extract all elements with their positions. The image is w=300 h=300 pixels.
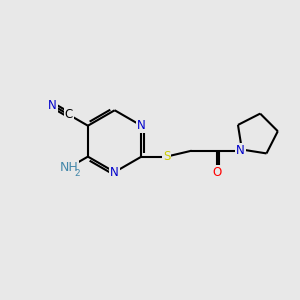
Text: 2: 2 xyxy=(75,169,80,178)
Text: N: N xyxy=(236,144,245,157)
Text: N: N xyxy=(48,99,57,112)
Text: O: O xyxy=(212,166,221,179)
Text: C: C xyxy=(64,108,73,121)
Text: NH: NH xyxy=(59,161,78,174)
Text: S: S xyxy=(163,150,170,163)
Text: N: N xyxy=(236,144,245,157)
Text: N: N xyxy=(110,166,119,178)
Text: N: N xyxy=(137,119,146,132)
